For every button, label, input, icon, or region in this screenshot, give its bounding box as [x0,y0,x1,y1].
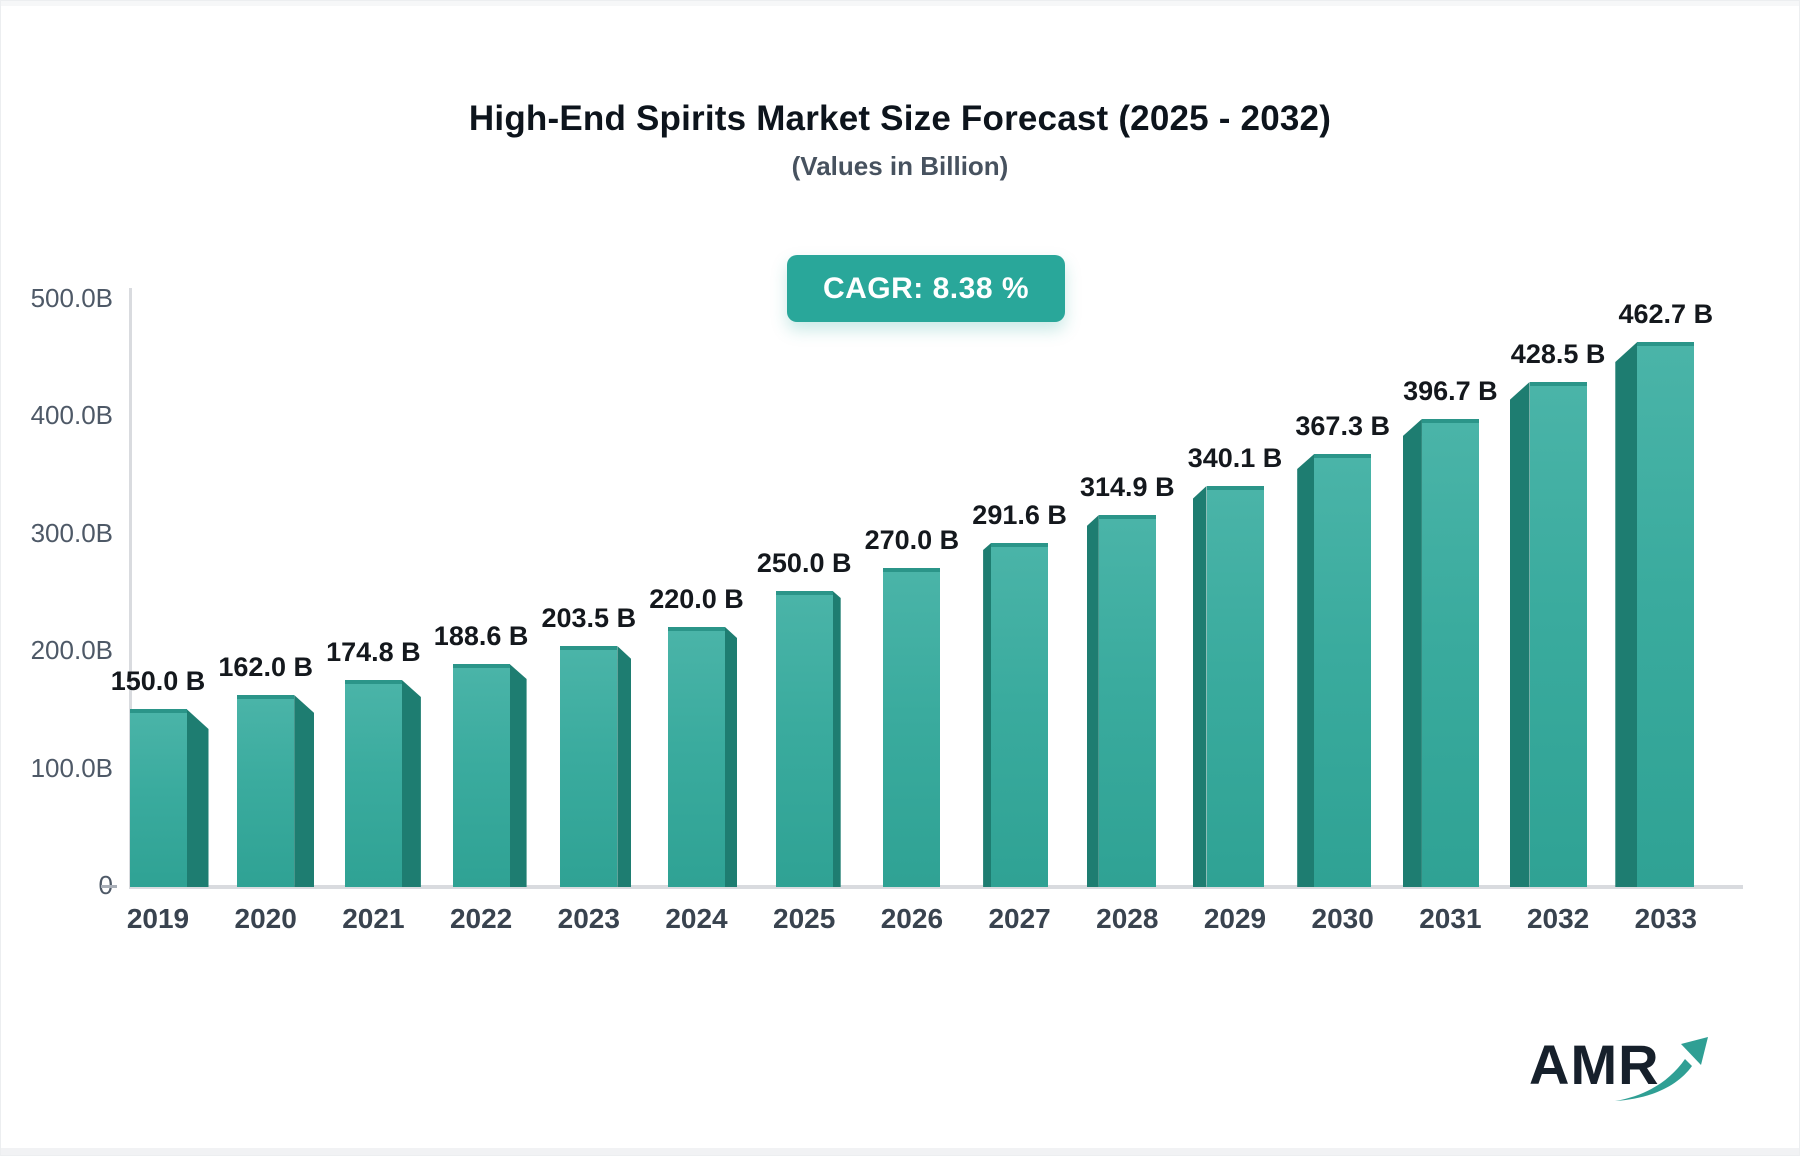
bar-value-label: 162.0 B [218,652,313,682]
bar-2022 [452,664,510,887]
bar-value-label: 220.0 B [649,584,744,614]
bar-value-label: 188.6 B [433,621,529,651]
y-axis-tick-label: 400.0B [30,400,113,431]
bar-side-face [725,627,737,887]
bar-value-label: 250.0 B [756,548,852,578]
y-axis-line [129,288,132,887]
bar-2030 [1314,454,1372,887]
amr-logo-text: AMR [1529,1033,1660,1096]
x-axis-category-label: 2019 [126,903,190,934]
x-axis-category-label: 2020 [234,903,297,934]
x-axis-category-label: 2027 [988,903,1051,934]
bar-value-label: 174.8 B [326,637,421,667]
y-axis-tick-label: 200.0B [30,635,113,666]
bar-side-face [1297,454,1315,887]
bar-2033 [1637,342,1695,887]
bar-2021 [344,680,402,887]
bar-side-face [509,664,527,887]
x-axis-category-label: 2021 [342,903,405,934]
bar-2029 [1206,486,1264,887]
x-axis-category-label: 2022 [449,903,513,934]
x-axis-line [129,885,1743,889]
x-axis-category-label: 2032 [1526,903,1590,934]
y-axis-tick-label: 0 [1,870,113,900]
y-axis-tick-label: 500.0B [30,283,113,313]
x-axis-category-label: 2026 [880,903,944,934]
bar-side-face [1615,342,1638,887]
bar-side-face [617,646,632,887]
bar-2024 [668,627,725,887]
bar-2031 [1421,419,1479,887]
bar-side-face [1192,486,1207,887]
bar-2027 [991,543,1049,887]
y-axis-tick-label: 100.0B [30,752,113,783]
bar-value-label: 396.7 B [1403,376,1498,406]
bar-side-face [1402,419,1422,887]
x-axis-category-label: 2025 [773,903,836,934]
bar-value-label: 367.3 B [1295,411,1390,441]
bar-side-face [1086,515,1099,887]
bar-value-label: 270.0 B [864,525,960,555]
bar-2028 [1098,515,1156,887]
x-axis-category-label: 2031 [1419,903,1482,934]
bar-value-label: 291.6 B [972,500,1067,530]
growth-arrow-icon [1615,1037,1708,1101]
bar-side-face [832,591,841,887]
bar-value-label: 428.5 B [1510,339,1606,369]
chart-title: High-End Spirits Market Size Forecast (2… [468,99,1332,138]
x-axis-category-label: 2024 [665,903,728,934]
bar-side-face [294,695,315,887]
bar-side-face [186,709,209,887]
bar-2025 [775,591,833,887]
x-axis-category-label: 2033 [1634,903,1697,934]
zero-tick-mark [101,885,117,888]
y-axis-tick-label: 300.0B [30,517,113,548]
bar-value-label: 150.0 B [110,666,206,696]
bar-value-label: 340.1 B [1187,443,1283,473]
bar-2023 [560,646,618,887]
bar-side-face [1509,382,1530,887]
bar-2020 [237,695,295,887]
bar-value-label: 462.7 B [1618,299,1714,329]
bar-side-face [401,680,421,887]
x-axis-category-label: 2023 [557,903,620,934]
x-axis-category-label: 2030 [1311,903,1374,934]
chart-subtitle: (Values in Billion) [791,151,1009,181]
cagr-badge: CAGR: 8.38 % [787,255,1065,322]
bar-value-label: 314.9 B [1080,472,1175,502]
amr-logo: AMR [1529,1035,1709,1107]
bar-side-face [983,543,992,887]
bar-2019 [129,709,187,887]
bar-value-label: 203.5 B [541,603,637,633]
x-axis-category-label: 2029 [1203,903,1267,934]
top-edge-strip [1,1,1799,6]
bottom-edge-strip [1,1148,1799,1155]
bar-2032 [1529,382,1587,887]
x-axis-category-label: 2028 [1096,903,1159,934]
bar-2026 [883,568,941,887]
